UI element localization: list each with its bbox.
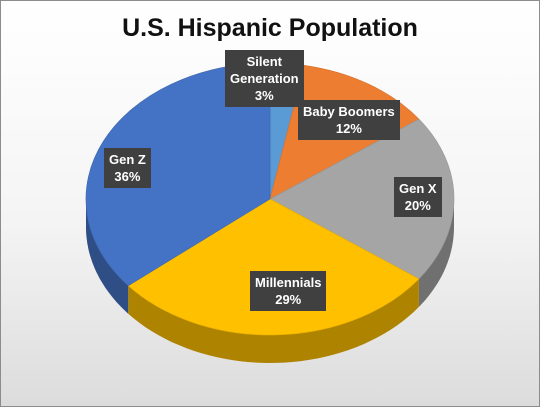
data-label-gen-z: Gen Z 36% <box>104 148 151 188</box>
slice-millennials <box>127 198 420 336</box>
slice-side-millennials <box>128 278 419 363</box>
chart-title: U.S. Hispanic Population <box>122 14 418 42</box>
data-label-millennials: Millennials 29% <box>250 271 327 311</box>
slice-side-gen-z <box>86 199 129 314</box>
slice-gen-x <box>269 118 455 280</box>
slice-gen-z <box>85 62 271 287</box>
data-label-baby-boomers: Baby Boomers 12% <box>298 100 400 140</box>
data-label-silent-generation: Silent Generation 3% <box>225 50 304 107</box>
data-label-gen-x: Gen X 20% <box>394 177 442 217</box>
slice-side-gen-x <box>418 199 454 307</box>
